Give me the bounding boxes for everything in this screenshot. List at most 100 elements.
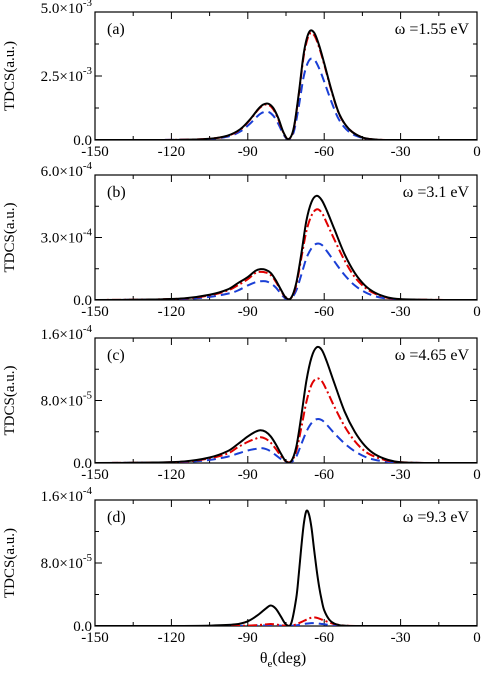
y-tick-label: 8.0×10-5 bbox=[41, 390, 93, 410]
x-tick-label: -90 bbox=[238, 304, 258, 320]
y-tick-mantissa: 1.6×10 bbox=[41, 489, 83, 505]
omega-value: 3.1 eV bbox=[426, 184, 469, 201]
panel-label: (d) bbox=[107, 509, 126, 526]
x-tick-label: -30 bbox=[391, 467, 411, 483]
omega-symbol: ω = bbox=[403, 184, 427, 201]
omega-value: 4.65 eV bbox=[418, 347, 469, 364]
x-tick-label: -150 bbox=[81, 467, 109, 483]
panel-label: (b) bbox=[107, 184, 126, 201]
y-tick-mantissa: 2.5×10 bbox=[41, 69, 83, 85]
y-tick-exponent: -5 bbox=[83, 390, 93, 402]
x-tick-label: -90 bbox=[238, 144, 258, 160]
y-tick-mantissa: 0.0 bbox=[73, 619, 92, 635]
omega-annotation: ω =9.3 eV bbox=[403, 509, 470, 526]
y-tick-exponent: -4 bbox=[83, 323, 93, 335]
panel-label: (c) bbox=[107, 347, 125, 364]
x-tick-label: 0 bbox=[473, 630, 481, 646]
y-tick-label: 8.0×10-5 bbox=[41, 552, 93, 572]
x-tick-label: 0 bbox=[473, 304, 481, 320]
series-line-3 bbox=[95, 418, 477, 463]
omega-annotation: ω =4.65 eV bbox=[395, 347, 470, 364]
x-axis-label-main: θ bbox=[260, 650, 268, 667]
curves-group bbox=[95, 29, 477, 140]
y-tick-mantissa: 0.0 bbox=[73, 456, 92, 472]
x-tick-label: -30 bbox=[391, 144, 411, 160]
y-tick-label: 0.0 bbox=[73, 293, 92, 309]
x-tick-label: -60 bbox=[314, 467, 334, 483]
y-tick-mantissa: 8.0×10 bbox=[41, 556, 83, 572]
x-tick-label: -60 bbox=[314, 144, 334, 160]
y-tick-mantissa: 6.0×10 bbox=[41, 164, 83, 180]
x-axis-label: θe(deg) bbox=[260, 650, 306, 670]
x-axis-label-sub: e bbox=[268, 658, 273, 670]
x-tick-label: -30 bbox=[391, 304, 411, 320]
y-tick-label: 0.0 bbox=[73, 619, 92, 635]
y-tick-mantissa: 0.0 bbox=[73, 293, 92, 309]
y-axis-label: TDCS(a.u.) bbox=[2, 203, 18, 273]
omega-value: 1.55 eV bbox=[418, 21, 469, 38]
x-tick-label: -150 bbox=[81, 304, 109, 320]
omega-annotation: ω =3.1 eV bbox=[403, 184, 470, 201]
x-tick-label: -150 bbox=[81, 144, 109, 160]
y-tick-mantissa: 8.0×10 bbox=[41, 394, 83, 410]
panel-label: (a) bbox=[107, 21, 125, 38]
series-line-2 bbox=[95, 31, 477, 140]
x-tick-label: 0 bbox=[473, 467, 481, 483]
series-line-1 bbox=[95, 345, 477, 463]
curves-group bbox=[95, 509, 477, 626]
x-tick-label: 0 bbox=[473, 144, 481, 160]
x-tick-label: -60 bbox=[314, 304, 334, 320]
y-axis-label: TDCS(a.u.) bbox=[2, 41, 18, 111]
x-tick-label: -30 bbox=[391, 630, 411, 646]
x-axis-label-unit: (deg) bbox=[272, 650, 306, 667]
y-tick-label: 1.6×10-4 bbox=[41, 485, 93, 505]
panel-d: -150 -120 -90 -60 -30 0 0.0 8.0×10-5 1.6×10-4 (d)… bbox=[2, 485, 481, 646]
y-tick-mantissa: 0.0 bbox=[73, 133, 92, 149]
omega-symbol: ω = bbox=[395, 21, 419, 38]
x-tick-label: -90 bbox=[238, 467, 258, 483]
y-tick-exponent: -3 bbox=[83, 65, 93, 77]
series-line-2 bbox=[95, 377, 477, 463]
series-line-2 bbox=[95, 616, 477, 626]
y-tick-mantissa: 5.0×10 bbox=[41, 1, 83, 17]
y-tick-exponent: -4 bbox=[83, 485, 93, 497]
y-tick-label: 5.0×10-3 bbox=[41, 0, 93, 17]
omega-symbol: ω = bbox=[395, 347, 419, 364]
x-tick-label: -120 bbox=[158, 630, 186, 646]
panel-b: -150 -120 -90 -60 -30 00.03.0×10-46.0×10-4(b)… bbox=[2, 160, 481, 320]
x-tick-label: -90 bbox=[238, 630, 258, 646]
y-tick-label: 0.0 bbox=[73, 456, 92, 472]
series-line-3 bbox=[95, 622, 477, 626]
omega-value: 9.3 eV bbox=[426, 509, 469, 526]
omega-annotation: ω =1.55 eV bbox=[395, 21, 470, 38]
series-line-1 bbox=[95, 509, 477, 626]
y-tick-exponent: -5 bbox=[83, 552, 93, 564]
x-tick-label: -150 bbox=[81, 630, 109, 646]
y-axis-label: TDCS(a.u.) bbox=[2, 528, 18, 598]
y-tick-label: 3.0×10-4 bbox=[41, 227, 93, 247]
panel-a: -150 -120 -90 -60 -30 00.02.5×10-35.0×10-3(a)… bbox=[2, 0, 481, 160]
x-tick-label: -60 bbox=[314, 630, 334, 646]
y-tick-mantissa: 1.6×10 bbox=[41, 327, 83, 343]
curves-group bbox=[95, 194, 477, 300]
x-tick-label: -120 bbox=[158, 467, 186, 483]
panel-c: -150 -120 -90 -60 -30 0 0.0 8.0×10-5 1.6×10-4 (c)… bbox=[2, 323, 481, 483]
y-tick-label: 0.0 bbox=[73, 133, 92, 149]
y-axis-label: TDCS(a.u.) bbox=[2, 366, 18, 436]
series-line-1 bbox=[95, 29, 477, 140]
panels-container: -150 -120 -90 -60 -30 00.02.5×10-35.0×10-3(a)… bbox=[2, 0, 481, 646]
omega-symbol: ω = bbox=[403, 509, 427, 526]
series-line-3 bbox=[95, 242, 477, 300]
y-tick-label: 1.6×10-4 bbox=[41, 323, 93, 343]
series-line-2 bbox=[95, 208, 477, 300]
x-tick-label: -120 bbox=[158, 144, 186, 160]
series-line-1 bbox=[95, 194, 477, 300]
y-tick-label: 6.0×10-4 bbox=[41, 160, 93, 180]
curves-group bbox=[95, 345, 477, 463]
y-tick-exponent: -4 bbox=[83, 160, 93, 172]
series-line-3 bbox=[95, 57, 477, 140]
x-tick-label: -120 bbox=[158, 304, 186, 320]
y-tick-label: 2.5×10-3 bbox=[41, 65, 93, 85]
y-tick-exponent: -4 bbox=[83, 227, 93, 239]
